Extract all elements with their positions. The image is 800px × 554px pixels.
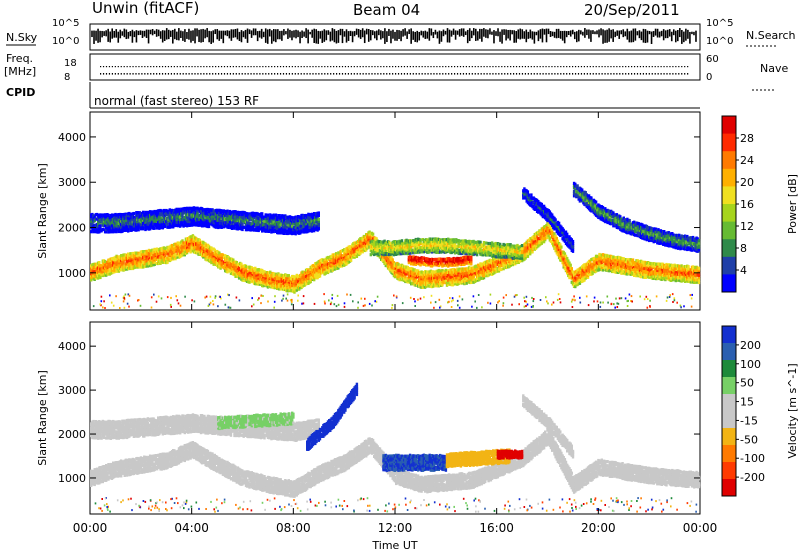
velocity-ytick-label: 3000 xyxy=(58,384,86,397)
nsearch-tick-low: 10^0 xyxy=(706,36,734,47)
nsky-panel-frame xyxy=(89,23,701,51)
nave-tick-low: 0 xyxy=(706,72,713,83)
power-ytick-label: 2000 xyxy=(58,222,86,235)
velocity-ytick-label: 2000 xyxy=(58,428,86,441)
beam-title: Beam 04 xyxy=(353,1,421,19)
velocity-colorbar-tick-label: -200 xyxy=(740,471,765,484)
velocity-ytick-label: 4000 xyxy=(58,340,86,353)
velocity-colorbar-tick-label: -50 xyxy=(740,433,758,446)
xtick-label: 00:00 xyxy=(73,521,108,535)
freq-panel-frame xyxy=(89,53,701,81)
xtick-label: 08:00 xyxy=(276,521,311,535)
velocity-ytick-label: 1000 xyxy=(58,472,86,485)
power-ytick-label: 1000 xyxy=(58,267,86,280)
power-colorbar-tick-label: 12 xyxy=(740,220,754,233)
nsky-label: N.Sky xyxy=(6,31,38,44)
nsky-trace xyxy=(91,28,697,44)
velocity-scatter xyxy=(90,382,701,513)
velocity-colorbar xyxy=(722,326,736,497)
xtick-label: 04:00 xyxy=(174,521,209,535)
velocity-colorbar-tick-label: -15 xyxy=(740,414,758,427)
xaxis-label: Time UT xyxy=(371,539,417,552)
velocity-ylabel: Slant Range [km] xyxy=(36,370,49,466)
nave-label: Nave xyxy=(760,62,789,75)
velocity-colorbar-tick-label: 100 xyxy=(740,358,761,371)
power-colorbar-tick-label: 28 xyxy=(740,132,754,145)
xtick-label: 20:00 xyxy=(581,521,616,535)
nsearch-tick-high: 10^5 xyxy=(706,18,734,29)
power-scatter xyxy=(90,181,701,309)
velocity-colorbar-frame xyxy=(721,325,737,497)
freq-trace xyxy=(100,66,689,75)
power-colorbar xyxy=(722,116,736,293)
power-ytick-label: 4000 xyxy=(58,131,86,144)
power-colorbar-label: Power [dB] xyxy=(786,174,799,234)
nsearch-label: N.Search xyxy=(746,29,796,42)
power-ylabel: Slant Range [km] xyxy=(36,163,49,259)
velocity-colorbar-label: Velocity [m s^-1] xyxy=(786,363,799,458)
power-colorbar-tick-label: 20 xyxy=(740,176,754,189)
xtick-label: 16:00 xyxy=(479,521,514,535)
velocity-colorbar-tick-label: -100 xyxy=(740,452,765,465)
cpid-text: normal (fast stereo) 153 RF xyxy=(94,94,260,108)
nsky-tick-high: 10^5 xyxy=(52,18,80,29)
velocity-colorbar-tick-label: 200 xyxy=(740,339,761,352)
xtick-label: 12:00 xyxy=(378,521,413,535)
xtick-label: 00:00 xyxy=(683,521,718,535)
freq-unit: [MHz] xyxy=(4,65,37,78)
power-colorbar-tick-label: 4 xyxy=(740,264,747,277)
power-ytick-label: 3000 xyxy=(58,176,86,189)
velocity-colorbar-tick-label: 50 xyxy=(740,377,754,390)
date-title: 20/Sep/2011 xyxy=(584,1,680,19)
freq-tick-high: 18 xyxy=(64,58,77,69)
freq-label: Freq. xyxy=(6,52,34,65)
power-colorbar-tick-label: 16 xyxy=(740,198,754,211)
velocity-colorbar-tick-label: 15 xyxy=(740,396,754,409)
power-colorbar-tick-label: 8 xyxy=(740,242,747,255)
power-colorbar-tick-label: 24 xyxy=(740,154,754,167)
nsky-tick-low: 10^0 xyxy=(52,36,80,47)
cpid-label: CPID xyxy=(6,86,36,99)
freq-tick-low: 8 xyxy=(64,72,71,83)
nave-tick-high: 60 xyxy=(706,54,719,65)
station-title: Unwin (fitACF) xyxy=(92,0,200,17)
